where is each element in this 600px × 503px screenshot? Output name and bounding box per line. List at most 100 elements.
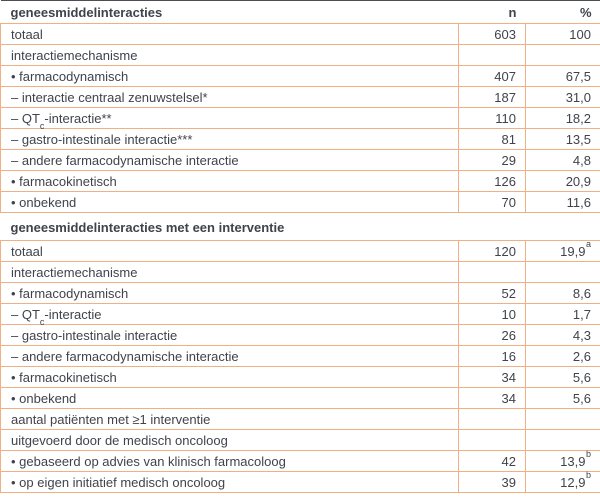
row-label: • farmacodynamisch bbox=[0, 65, 459, 87]
table-row: totaal 120 19,9a bbox=[0, 238, 600, 262]
table-row: • farmacokinetisch 34 5,6 bbox=[0, 366, 600, 388]
table-row: • farmacokinetisch 126 20,9 bbox=[0, 170, 600, 192]
row-label: • op eigen initiatief medisch oncoloog bbox=[0, 471, 459, 493]
row-pct-value: 100 bbox=[525, 23, 600, 45]
row-label: interactiemechanisme bbox=[0, 44, 459, 66]
row-label: • farmacokinetisch bbox=[0, 366, 459, 388]
row-pct-value: 31,0 bbox=[525, 86, 600, 108]
row-pct-value: 5,6 bbox=[525, 366, 600, 388]
table-row: – QTc-interactie** 110 18,2 bbox=[0, 107, 600, 132]
row-label: • farmacokinetisch bbox=[0, 170, 459, 192]
row-label-subscript: c bbox=[39, 121, 45, 132]
row-label: – QTc-interactie** bbox=[0, 107, 459, 132]
row-pct-value: 2,6 bbox=[525, 345, 600, 367]
row-label: totaal bbox=[0, 240, 459, 262]
row-n-value: 16 bbox=[458, 345, 526, 367]
row-n-value: 29 bbox=[458, 149, 526, 171]
row-label: • onbekend bbox=[0, 191, 459, 213]
row-pct-value bbox=[525, 408, 600, 430]
row-pct-value: 11,6 bbox=[525, 191, 600, 213]
row-label-pre: – QT bbox=[11, 306, 40, 322]
row-pct-number: 19,9 bbox=[560, 243, 586, 259]
row-n-value: 110 bbox=[458, 107, 526, 129]
section-header-row: geneesmiddelinteracties met een interven… bbox=[1, 213, 600, 241]
table-row: – gastro-intestinale interactie*** 81 13,5 bbox=[0, 128, 600, 150]
row-n-value: 52 bbox=[458, 282, 526, 304]
row-pct-value: 12,9b bbox=[525, 469, 600, 493]
section-title: geneesmiddelinteracties bbox=[10, 4, 163, 20]
table-row: • farmacodynamisch 52 8,6 bbox=[0, 282, 600, 304]
row-pct-superscript: b bbox=[585, 448, 591, 459]
table-row: totaal 603 100 bbox=[0, 23, 600, 45]
column-header-pct: % bbox=[579, 4, 592, 20]
row-pct-value bbox=[525, 44, 600, 66]
row-pct-number: 12,9 bbox=[560, 474, 586, 490]
row-n-value: 187 bbox=[458, 86, 526, 108]
row-n-value: 81 bbox=[458, 128, 526, 150]
row-pct-value: 8,6 bbox=[525, 282, 600, 304]
row-pct-value: 20,9 bbox=[525, 170, 600, 192]
row-pct-value: 18,2 bbox=[525, 107, 600, 129]
table-row: • op eigen initiatief medisch oncoloog 39… bbox=[0, 469, 600, 493]
column-header-n: n bbox=[508, 4, 517, 20]
row-label-post: -interactie bbox=[44, 306, 102, 322]
row-label: aantal patiënten met ≥1 interventie bbox=[0, 408, 459, 430]
row-n-value: 39 bbox=[458, 471, 526, 493]
row-label-post: -interactie** bbox=[44, 110, 112, 126]
section-header-row: geneesmiddelinteracties n% bbox=[1, 1, 600, 24]
row-label: – interactie centraal zenuwstelsel* bbox=[0, 86, 459, 108]
row-pct-value bbox=[525, 429, 600, 451]
row-n-value: 34 bbox=[458, 387, 526, 409]
row-pct-value: 4,8 bbox=[525, 149, 600, 171]
row-label-pre: – QT bbox=[11, 110, 40, 126]
row-pct-value: 67,5 bbox=[525, 65, 600, 87]
row-pct-value bbox=[525, 261, 600, 283]
row-n-value: 70 bbox=[458, 191, 526, 213]
row-n-value: 126 bbox=[458, 170, 526, 192]
row-n-value: 42 bbox=[458, 450, 526, 472]
table-row: – andere farmacodynamische interactie 29 4… bbox=[0, 149, 600, 171]
row-n-value bbox=[458, 408, 526, 430]
table-row: – QTc-interactie 10 1,7 bbox=[0, 303, 600, 328]
row-n-value: 26 bbox=[458, 324, 526, 346]
row-n-value bbox=[458, 429, 526, 451]
row-pct-value: 19,9a bbox=[525, 238, 600, 262]
row-n-value: 120 bbox=[458, 240, 526, 262]
row-pct-value: 5,6 bbox=[525, 387, 600, 409]
row-label: – andere farmacodynamische interactie bbox=[0, 345, 459, 367]
row-pct-value: 13,9b bbox=[525, 448, 600, 472]
row-label: – gastro-intestinale interactie*** bbox=[0, 128, 459, 150]
row-n-value: 10 bbox=[458, 303, 526, 325]
row-pct-number: 13,9 bbox=[560, 453, 586, 469]
row-label: • gebaseerd op advies van klinisch farma… bbox=[0, 450, 459, 472]
row-label-subscript: c bbox=[39, 317, 45, 328]
table-row: aantal patiënten met ≥1 interventie bbox=[0, 408, 600, 430]
row-n-value: 34 bbox=[458, 366, 526, 388]
table-row: • onbekend 34 5,6 bbox=[0, 387, 600, 409]
table-row: interactiemechanisme bbox=[0, 261, 600, 283]
table-row: – gastro-intestinale interactie 26 4,3 bbox=[0, 324, 600, 346]
table-row: uitgevoerd door de medisch oncoloog bbox=[0, 429, 600, 451]
row-pct-value: 1,7 bbox=[525, 303, 600, 325]
table-row: • gebaseerd op advies van klinisch farma… bbox=[0, 448, 600, 472]
table-row: • farmacodynamisch 407 67,5 bbox=[0, 65, 600, 87]
row-n-value: 407 bbox=[458, 65, 526, 87]
table-row: interactiemechanisme bbox=[0, 44, 600, 66]
row-n-value bbox=[458, 261, 526, 283]
section-title: geneesmiddelinteracties met een interven… bbox=[10, 220, 285, 235]
row-label: uitgevoerd door de medisch oncoloog bbox=[0, 429, 459, 451]
row-label: interactiemechanisme bbox=[0, 261, 459, 283]
row-label: – QTc-interactie bbox=[0, 303, 459, 328]
row-label: • farmacodynamisch bbox=[0, 282, 459, 304]
row-label: totaal bbox=[0, 23, 459, 45]
row-pct-superscript: b bbox=[585, 469, 591, 480]
row-n-value bbox=[458, 44, 526, 66]
row-pct-value: 4,3 bbox=[525, 324, 600, 346]
row-n-value: 603 bbox=[458, 23, 526, 45]
row-label: • onbekend bbox=[0, 387, 459, 409]
table-row: • onbekend 70 11,6 bbox=[0, 191, 600, 213]
row-label: – andere farmacodynamische interactie bbox=[0, 149, 459, 171]
row-pct-superscript: a bbox=[585, 238, 591, 249]
row-pct-value: 13,5 bbox=[525, 128, 600, 150]
